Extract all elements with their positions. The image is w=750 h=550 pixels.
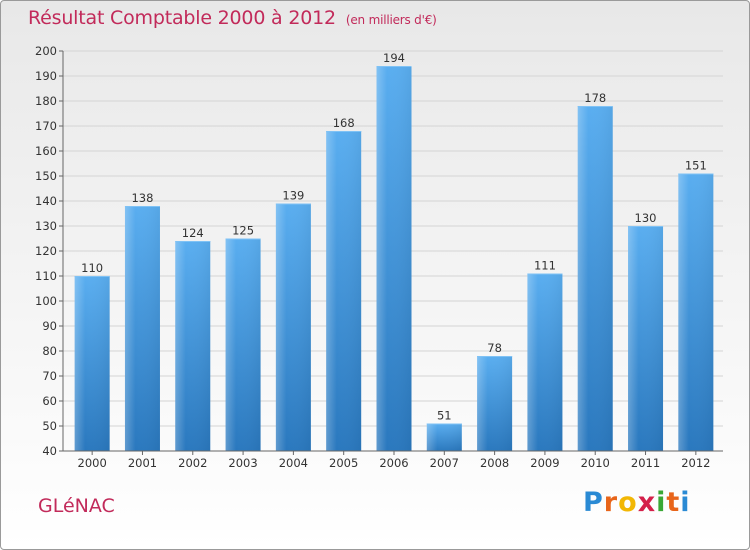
data-label: 110 [81,261,103,275]
data-label: 138 [131,191,153,205]
data-label: 168 [333,116,355,130]
bar-shade [628,226,664,451]
y-tick-label: 130 [35,219,57,233]
x-tick-label: 2008 [480,456,509,470]
x-tick-label: 2002 [178,456,207,470]
city-name: GLéNAC [38,495,115,517]
data-label: 111 [534,259,556,273]
y-tick-label: 100 [35,294,57,308]
logo-letter: t [666,487,681,518]
logo-letter: i [680,487,691,518]
x-tick-label: 2001 [128,456,157,470]
y-tick-label: 190 [35,69,57,83]
x-tick-label: 2007 [430,456,459,470]
y-tick-label: 170 [35,119,57,133]
chart-title: Résultat Comptable 2000 à 2012 [28,7,336,29]
y-tick-label: 200 [35,44,57,58]
bar-shade [477,356,513,451]
data-label: 125 [232,224,254,238]
x-tick-label: 2005 [329,456,358,470]
proxiti-logo: Proxiti [583,487,691,518]
data-labels: 110 138 124 125 139 168 194 51 78 111 178 130 151 [81,51,707,423]
x-tick-label: 2009 [530,456,559,470]
x-tick-label: 2004 [279,456,308,470]
x-tick-label: 2012 [681,456,710,470]
logo-letter: P [583,487,604,518]
bar-shade [376,66,412,451]
data-label: 51 [437,409,452,423]
x-tick-label: 2000 [78,456,107,470]
y-tick-label: 110 [35,269,57,283]
bar-shade [175,241,211,451]
bar-shade [426,423,462,451]
y-tick-label: 140 [35,194,57,208]
x-tick-label: 2003 [228,456,257,470]
logo-letter: o [618,487,638,518]
data-label: 194 [383,51,405,65]
y-tick-label: 40 [42,444,57,458]
bar-shade [577,106,613,451]
logo-letter: i [656,487,667,518]
x-tick-label: 2010 [581,456,610,470]
data-label: 124 [182,226,204,240]
chart-unit: (en milliers d'€) [345,13,437,27]
chart-title-block: Résultat Comptable 2000 à 2012 (en millie… [28,7,437,29]
y-tick-label: 120 [35,244,57,258]
y-tick-label: 160 [35,144,57,158]
bars [74,66,714,451]
data-label: 178 [584,91,606,105]
x-axis: 2000 2001 2002 2003 2004 2005 2006 2007 2008 2009… [63,450,723,470]
bar-shade [225,238,261,451]
data-label: 78 [487,341,502,355]
bar-shade [678,173,714,451]
y-tick-label: 90 [42,319,57,333]
bar-shade [124,206,160,451]
data-label: 139 [282,189,304,203]
bar-shade [275,203,311,451]
bar-shade [74,276,110,451]
y-tick-label: 150 [35,169,57,183]
logo-letter: x [637,487,657,518]
x-tick-label: 2011 [631,456,660,470]
data-label: 130 [635,211,657,225]
logo-letter: r [603,487,619,518]
y-tick-label: 180 [35,94,57,108]
data-label: 151 [685,159,707,173]
y-tick-label: 70 [42,369,57,383]
bar-shade [326,131,362,451]
y-tick-label: 80 [42,344,57,358]
y-tick-label: 60 [42,394,57,408]
bar-shade [527,273,563,451]
y-tick-label: 50 [42,419,57,433]
x-tick-label: 2006 [379,456,408,470]
y-axis: 40 50 60 70 80 90 100 110 120 130 140 150 160 170 180 1… [35,44,64,458]
